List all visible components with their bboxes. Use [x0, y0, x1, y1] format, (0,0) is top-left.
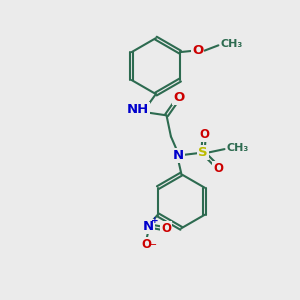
Text: S: S [199, 146, 208, 159]
Text: CH₃: CH₃ [227, 143, 249, 153]
Text: O: O [141, 238, 151, 251]
Text: +: + [151, 216, 159, 225]
Text: O: O [199, 128, 209, 141]
Text: CH₃: CH₃ [220, 39, 243, 50]
Text: N: N [173, 149, 184, 162]
Text: O: O [173, 91, 185, 104]
Text: O: O [192, 44, 203, 57]
Text: ⁻: ⁻ [149, 241, 156, 254]
Text: O: O [213, 162, 223, 175]
Text: O: O [161, 221, 171, 235]
Text: N: N [143, 220, 154, 233]
Text: NH: NH [127, 103, 149, 116]
